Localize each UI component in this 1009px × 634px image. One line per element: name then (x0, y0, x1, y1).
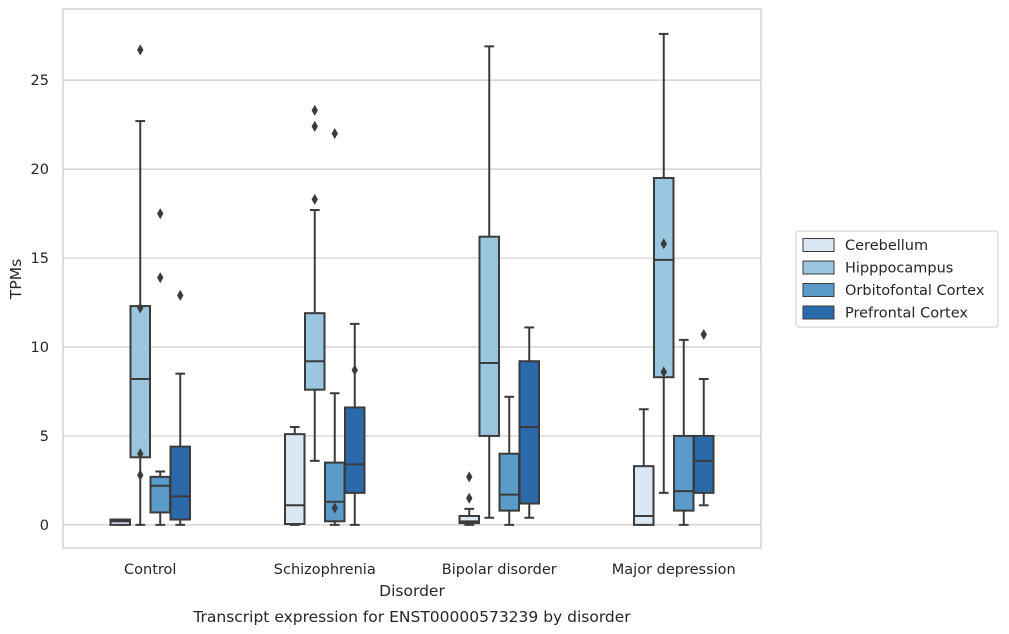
y-tick-labels: 0 5 10 15 20 25 (31, 73, 49, 534)
box-iqr (169, 445, 191, 521)
box-iqr (304, 312, 326, 391)
legend-label: Orbitofontal Cortex (845, 283, 985, 299)
box-groups (109, 32, 715, 526)
y-tick-label: 25 (31, 73, 49, 89)
box-iqr (653, 176, 675, 379)
box-hipppocampus (304, 104, 326, 462)
legend-label: Cerebellum (845, 238, 928, 254)
outlier-point (137, 469, 144, 481)
box-hipppocampus (478, 45, 500, 519)
box-iqr (633, 465, 655, 526)
box-cerebellum (109, 518, 131, 526)
outlier-point (137, 302, 144, 314)
outlier-point (331, 128, 338, 140)
outlier-point (660, 238, 667, 250)
outlier-point (311, 193, 318, 205)
box-prefrontal-cortex (169, 289, 191, 526)
x-tick-label: Major depression (612, 562, 736, 578)
box-prefrontal-cortex (518, 326, 540, 519)
chart-caption: Transcript expression for ENST0000057323… (192, 608, 631, 626)
box-iqr (458, 514, 480, 525)
outlier-point (700, 329, 707, 341)
outlier-point (466, 492, 473, 504)
box-orbitofontal-cortex (673, 338, 695, 526)
outlier-point (157, 272, 164, 284)
box-iqr (693, 434, 715, 494)
box-hipppocampus (653, 32, 675, 494)
outlier-point (157, 208, 164, 220)
outlier-point (311, 120, 318, 132)
legend-label: Prefrontal Cortex (845, 306, 968, 322)
y-tick-label: 10 (31, 340, 49, 356)
y-tick-label: 0 (40, 518, 49, 534)
outlier-point (331, 502, 338, 514)
outlier-point (466, 471, 473, 483)
x-tick-label: Schizophrenia (274, 562, 376, 578)
legend-frame (795, 230, 999, 328)
legend-swatch (802, 305, 835, 320)
box-iqr (498, 452, 520, 512)
box-iqr (478, 235, 500, 437)
box-cerebellum (284, 426, 306, 526)
box-cerebellum (633, 408, 655, 526)
x-axis-label: Disorder (379, 582, 445, 600)
box-prefrontal-cortex (344, 322, 366, 526)
box-cerebellum (458, 471, 480, 526)
legend-swatch (802, 238, 835, 252)
y-tick-label: 20 (31, 162, 49, 178)
outlier-point (660, 366, 667, 378)
box-iqr (673, 434, 695, 512)
box-iqr (518, 360, 540, 505)
outlier-point (311, 104, 318, 116)
outlier-point (137, 448, 144, 460)
legend-swatch (802, 283, 835, 297)
outlier-point (351, 364, 358, 376)
box-hipppocampus (129, 44, 151, 526)
y-tick-label: 15 (31, 251, 49, 267)
x-tick-labels: Control Schizophrenia Bipolar disorder Majo… (124, 562, 736, 578)
outlier-point (177, 289, 184, 301)
outlier-point (137, 44, 144, 56)
plot-frame (62, 8, 762, 549)
box-orbitofontal-cortex (149, 208, 171, 526)
legend-swatch (802, 260, 835, 275)
box-iqr (129, 305, 151, 459)
box-iqr (284, 433, 306, 525)
box-orbitofontal-cortex (498, 395, 520, 526)
y-axis-label: TPMs (7, 259, 25, 300)
legend-label: Hipppocampus (845, 261, 953, 277)
legend: Cerebellum Hipppocampus Orbitofontal Corte… (795, 230, 999, 328)
x-tick-label: Bipolar disorder (442, 562, 557, 578)
x-tick-label: Control (124, 562, 176, 578)
box-iqr (344, 406, 366, 494)
box-prefrontal-cortex (693, 329, 715, 507)
y-tick-label: 5 (40, 429, 49, 445)
box-iqr (149, 475, 171, 514)
